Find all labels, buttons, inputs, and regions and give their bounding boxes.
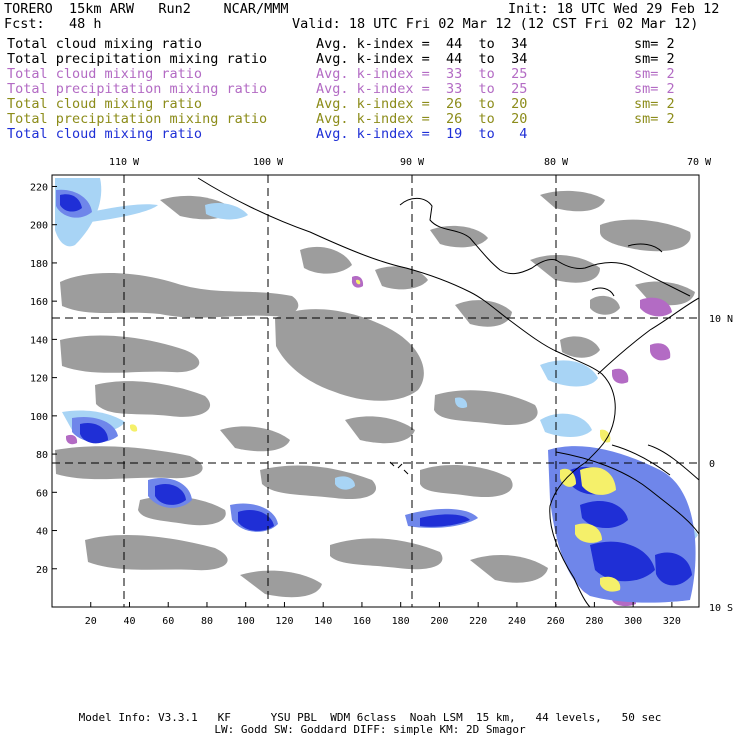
latitude-label: 10 S xyxy=(709,603,733,614)
x-tick-label: 100 xyxy=(237,616,255,627)
latitude-label: 0 xyxy=(709,459,715,470)
legend-smoothing: sm= 2 xyxy=(634,36,675,52)
axis-ticks xyxy=(52,185,673,607)
x-tick-label: 60 xyxy=(162,616,174,627)
y-tick-label: 120 xyxy=(30,374,48,385)
y-tick-label: 200 xyxy=(30,221,48,232)
header-model: TORERO 15km ARW Run2 NCAR/MMM xyxy=(4,1,289,17)
legend-row: Total cloud mixing ratio Avg. k-index = 2… xyxy=(0,97,740,112)
x-tick-label: 80 xyxy=(201,616,213,627)
header-forecast-hour: Fcst: 48 h xyxy=(4,16,102,32)
x-tick-label: 140 xyxy=(314,616,332,627)
y-tick-label: 60 xyxy=(36,488,48,499)
legend-row: Total cloud mixing ratio Avg. k-index = 4… xyxy=(0,37,740,52)
cloud-field-gray xyxy=(55,190,695,598)
x-tick-label: 120 xyxy=(275,616,293,627)
legend-k-index: Avg. k-index = 19 to 4 xyxy=(316,126,528,142)
longitude-label: 90 W xyxy=(400,157,425,168)
legend-field-name: Total cloud mixing ratio xyxy=(7,126,203,142)
legend-smoothing: sm= 2 xyxy=(634,96,675,112)
x-tick-label: 20 xyxy=(85,616,97,627)
y-tick-label: 80 xyxy=(36,450,48,461)
x-tick-label: 160 xyxy=(353,616,371,627)
precip-field-yellow xyxy=(130,279,621,592)
footer-physics-info: LW: Godd SW: Goddard DIFF: simple KM: 2D… xyxy=(214,723,526,736)
y-tick-labels: 20 40 60 80 100 120 140 160 180 200 220 xyxy=(30,182,48,575)
y-tick-label: 140 xyxy=(30,335,48,346)
longitude-label: 100 W xyxy=(253,157,284,168)
legend-row: Total cloud mixing ratio Avg. k-index = 3… xyxy=(0,67,740,82)
x-tick-label: 240 xyxy=(508,616,526,627)
x-tick-labels: 20 40 60 80 100 120 140 160 180 200 220 240 260 280 30… xyxy=(85,616,681,627)
legend-field-name: Total cloud mixing ratio xyxy=(7,96,203,112)
lat-lon-grid xyxy=(52,175,699,607)
legend-k-index: Avg. k-index = 44 to 34 xyxy=(316,51,528,67)
legend-smoothing: sm= 2 xyxy=(634,81,675,97)
header-valid-time: Valid: 18 UTC Fri 02 Mar 12 (12 CST Fri … xyxy=(292,16,699,32)
longitude-label: 80 W xyxy=(544,157,569,168)
legend-smoothing: sm= 2 xyxy=(634,111,675,127)
legend-row: Total cloud mixing ratio Avg. k-index = 1… xyxy=(0,127,740,142)
map-panel: 20 40 60 80 100 120 140 160 180 200 220 240 260 280 30… xyxy=(30,157,733,627)
legend-smoothing: sm= 2 xyxy=(634,66,675,82)
x-tick-label: 320 xyxy=(663,616,681,627)
y-tick-label: 160 xyxy=(30,297,48,308)
legend-field-name: Total cloud mixing ratio xyxy=(7,36,203,52)
legend-field-name: Total precipitation mixing ratio xyxy=(7,51,268,67)
x-tick-label: 180 xyxy=(392,616,410,627)
legend-k-index: Avg. k-index = 33 to 25 xyxy=(316,66,528,82)
legend-k-index: Avg. k-index = 26 to 20 xyxy=(316,96,528,112)
header-init: Init: 18 UTC Wed 29 Feb 12 xyxy=(508,1,720,17)
longitude-label: 70 W xyxy=(687,157,712,168)
y-tick-label: 20 xyxy=(36,565,48,576)
footer-model-info: Model Info: V3.3.1 KF YSU PBL WDM 6class… xyxy=(78,711,662,724)
legend-row: Total precipitation mixing ratio Avg. k-i… xyxy=(0,112,740,127)
legend-k-index: Avg. k-index = 44 to 34 xyxy=(316,36,528,52)
x-tick-label: 260 xyxy=(547,616,565,627)
y-tick-label: 40 xyxy=(36,527,48,538)
legend-smoothing: sm= 2 xyxy=(634,51,675,67)
legend-k-index: Avg. k-index = 33 to 25 xyxy=(316,81,528,97)
legend-row: Total precipitation mixing ratio Avg. k-i… xyxy=(0,52,740,67)
coastlines xyxy=(197,177,700,608)
x-tick-label: 300 xyxy=(624,616,642,627)
x-tick-label: 40 xyxy=(123,616,135,627)
y-tick-label: 180 xyxy=(30,259,48,270)
precip-field-deep-blue xyxy=(60,194,692,586)
latitude-label: 10 N xyxy=(709,314,733,325)
longitude-labels: 110 W 100 W 90 W 80 W 70 W xyxy=(109,157,712,168)
x-tick-label: 200 xyxy=(430,616,448,627)
legend-k-index: Avg. k-index = 26 to 20 xyxy=(316,111,528,127)
y-tick-label: 220 xyxy=(30,182,48,193)
x-tick-label: 220 xyxy=(469,616,487,627)
longitude-label: 110 W xyxy=(109,157,140,168)
x-tick-label: 280 xyxy=(585,616,603,627)
legend-field-name: Total precipitation mixing ratio xyxy=(7,111,268,127)
map-frame xyxy=(51,174,700,608)
legend-field-name: Total precipitation mixing ratio xyxy=(7,81,268,97)
legend-row: Total precipitation mixing ratio Avg. k-i… xyxy=(0,82,740,97)
legend-field-name: Total cloud mixing ratio xyxy=(7,66,203,82)
y-tick-label: 100 xyxy=(30,412,48,423)
latitude-labels: 10 N 0 10 S xyxy=(709,314,733,614)
